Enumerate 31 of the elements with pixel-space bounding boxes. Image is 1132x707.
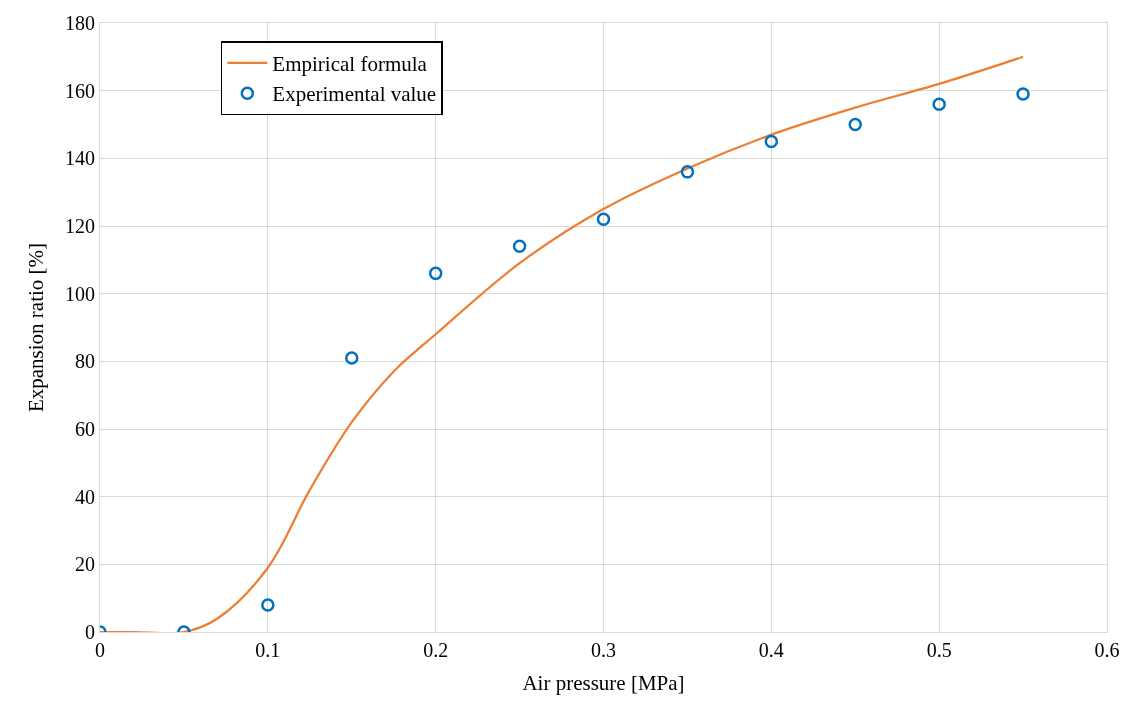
y-tick-label: 0 [85,621,95,643]
y-tick-label: 80 [75,350,95,373]
point [680,165,695,179]
point [932,97,946,111]
x-tick-label: 0.2 [423,639,449,661]
point [512,239,527,254]
point [764,134,779,149]
x-tick-label: 0.3 [591,639,616,661]
point [848,117,862,132]
y-tick-label: 180 [65,12,95,34]
y-tick-label: 120 [65,215,95,237]
y-tick-label: 60 [75,418,95,440]
x-tick-label: 0.6 [1094,639,1120,661]
point [1016,87,1030,101]
y-axis-title: Expansion ratio [%] [24,242,49,413]
y-tick-label: 100 [65,282,95,305]
point [428,266,443,281]
line-series [100,55,1025,632]
x-tick-label: 0.4 [758,639,784,661]
x-tick-label: 0.1 [255,639,281,661]
point [261,598,275,612]
y-tick-label: 40 [75,485,95,508]
x-axis-title: Air pressure [MPa] [522,671,685,696]
legend-label: Empirical formula [272,52,428,77]
y-tick-label: 140 [65,147,95,170]
y-tick-label: 20 [75,553,95,576]
point [596,212,611,226]
point [345,351,359,365]
y-tick-label: 160 [65,79,95,102]
legend-label: Experimental value [272,82,437,107]
x-tick-label: 0.5 [926,639,952,661]
